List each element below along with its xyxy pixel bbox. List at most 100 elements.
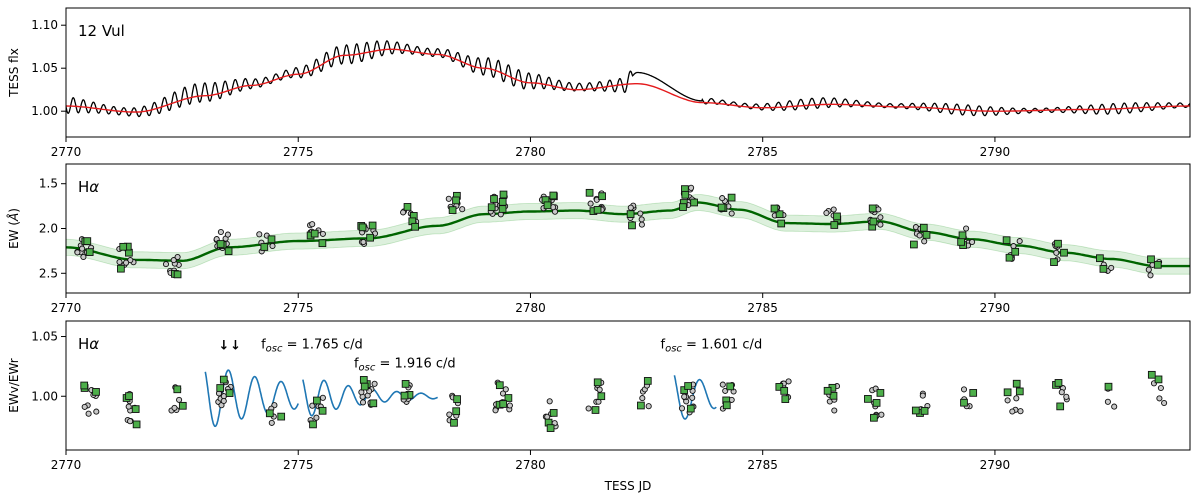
data-point-circle <box>1063 393 1070 400</box>
data-point-square <box>770 204 779 213</box>
data-point-square <box>495 381 504 390</box>
data-point-square <box>83 237 92 245</box>
panel-2: 2770 2775 2780 2785 2790 1.5 2.0 2.5 EW (Å) Hα <box>6 163 1191 315</box>
data-point-circle <box>171 404 178 411</box>
data-point-circle <box>1157 384 1164 392</box>
data-point-square <box>864 395 872 403</box>
data-point-circle <box>217 228 224 236</box>
data-point-square <box>681 190 690 199</box>
data-point-square <box>780 387 789 395</box>
y-axis-label-part: EW ( <box>7 221 21 249</box>
arrow-marker-1: ↓ <box>218 338 229 353</box>
data-point-square <box>173 385 182 394</box>
data-point-square <box>777 219 786 228</box>
data-point-circle <box>81 403 88 410</box>
data-point-square <box>1011 247 1020 256</box>
y-tick-label: 2.0 <box>39 222 58 236</box>
data-point-circle <box>224 231 231 238</box>
data-point-square <box>318 239 327 248</box>
data-point-square <box>125 392 133 400</box>
data-point-square <box>132 420 141 429</box>
y-tick-label: 1.5 <box>39 177 58 191</box>
data-point-square <box>1002 236 1011 245</box>
data-point-square <box>543 201 552 210</box>
axes-frame <box>65 320 1191 451</box>
data-point-square <box>969 389 978 397</box>
arrow-marker-2: ↓ <box>230 338 241 353</box>
annotation-symbol: f <box>354 357 359 372</box>
data-point-circle <box>916 232 923 239</box>
data-point-circle <box>823 209 830 217</box>
data-point-square <box>910 240 918 249</box>
data-point-circle <box>585 405 592 412</box>
data-point-circle <box>681 393 688 400</box>
data-point-square <box>452 407 461 416</box>
panel-label: Hα <box>78 335 99 353</box>
y-axis-label-part: ) <box>7 208 21 213</box>
data-point-square <box>775 210 784 219</box>
x-tick-label: 2770 <box>51 458 82 472</box>
data-point-circle <box>689 394 696 401</box>
data-point-square <box>277 412 286 421</box>
data-point-circle <box>269 242 276 250</box>
data-point-circle <box>1111 403 1118 410</box>
panel-label-greek: α <box>89 335 99 353</box>
data-point-square <box>358 223 367 232</box>
data-point-square <box>310 229 319 238</box>
data-point-circle <box>309 221 316 228</box>
data-point-circle <box>445 195 452 202</box>
data-point-square <box>919 223 928 232</box>
x-tick-label: 2790 <box>980 145 1011 159</box>
panel-label-base: H <box>78 178 89 196</box>
data-point-square <box>722 401 731 410</box>
data-point-square <box>1060 248 1068 257</box>
x-tick-label: 2785 <box>747 458 778 472</box>
data-point-square <box>1050 258 1058 266</box>
data-point-square <box>85 248 94 256</box>
x-tick-label: 2780 <box>515 301 546 315</box>
data-point-square <box>593 206 602 214</box>
data-point-square <box>369 399 378 408</box>
data-point-circle <box>1053 249 1060 256</box>
data-point-square <box>216 384 225 392</box>
data-point-square <box>1099 265 1108 273</box>
annotation-value: = 1.916 c/d <box>375 357 455 372</box>
data-point-circle <box>719 195 726 202</box>
data-point-square <box>726 382 735 391</box>
data-point-square <box>260 243 269 251</box>
annotation-symbol: f <box>261 337 266 352</box>
data-point-circle <box>371 380 378 387</box>
data-point-square <box>775 383 784 391</box>
data-point-square <box>1054 379 1063 387</box>
data-point-square <box>265 409 274 418</box>
data-point-square <box>717 203 726 212</box>
data-point-circle <box>1004 397 1011 404</box>
data-point-square <box>679 203 687 211</box>
data-point-circle <box>360 238 367 246</box>
data-point-circle <box>638 221 645 228</box>
data-point-circle <box>1108 264 1115 271</box>
data-point-circle <box>1161 399 1168 407</box>
data-point-square <box>360 382 369 391</box>
data-point-circle <box>176 396 183 403</box>
data-point-circle <box>1104 398 1111 405</box>
data-point-square <box>628 221 636 230</box>
data-point-square <box>876 389 885 397</box>
y-axis-label: EW (Å) <box>6 208 21 249</box>
data-point-square <box>872 399 881 407</box>
data-point-square <box>920 407 929 415</box>
data-point-circle <box>1145 266 1152 273</box>
x-tick-label: 2785 <box>747 301 778 315</box>
y-tick-label: 2.5 <box>39 266 58 280</box>
data-point-circle <box>79 245 86 252</box>
data-point-circle <box>728 210 735 217</box>
data-point-square <box>487 203 496 212</box>
x-tick-label: 2780 <box>515 145 546 159</box>
data-point-square <box>585 188 594 197</box>
data-point-square <box>309 420 317 429</box>
data-point-square <box>727 193 736 202</box>
data-point-square <box>868 204 877 213</box>
data-point-square <box>1015 387 1024 396</box>
annotation-subscript: osc <box>665 343 682 354</box>
